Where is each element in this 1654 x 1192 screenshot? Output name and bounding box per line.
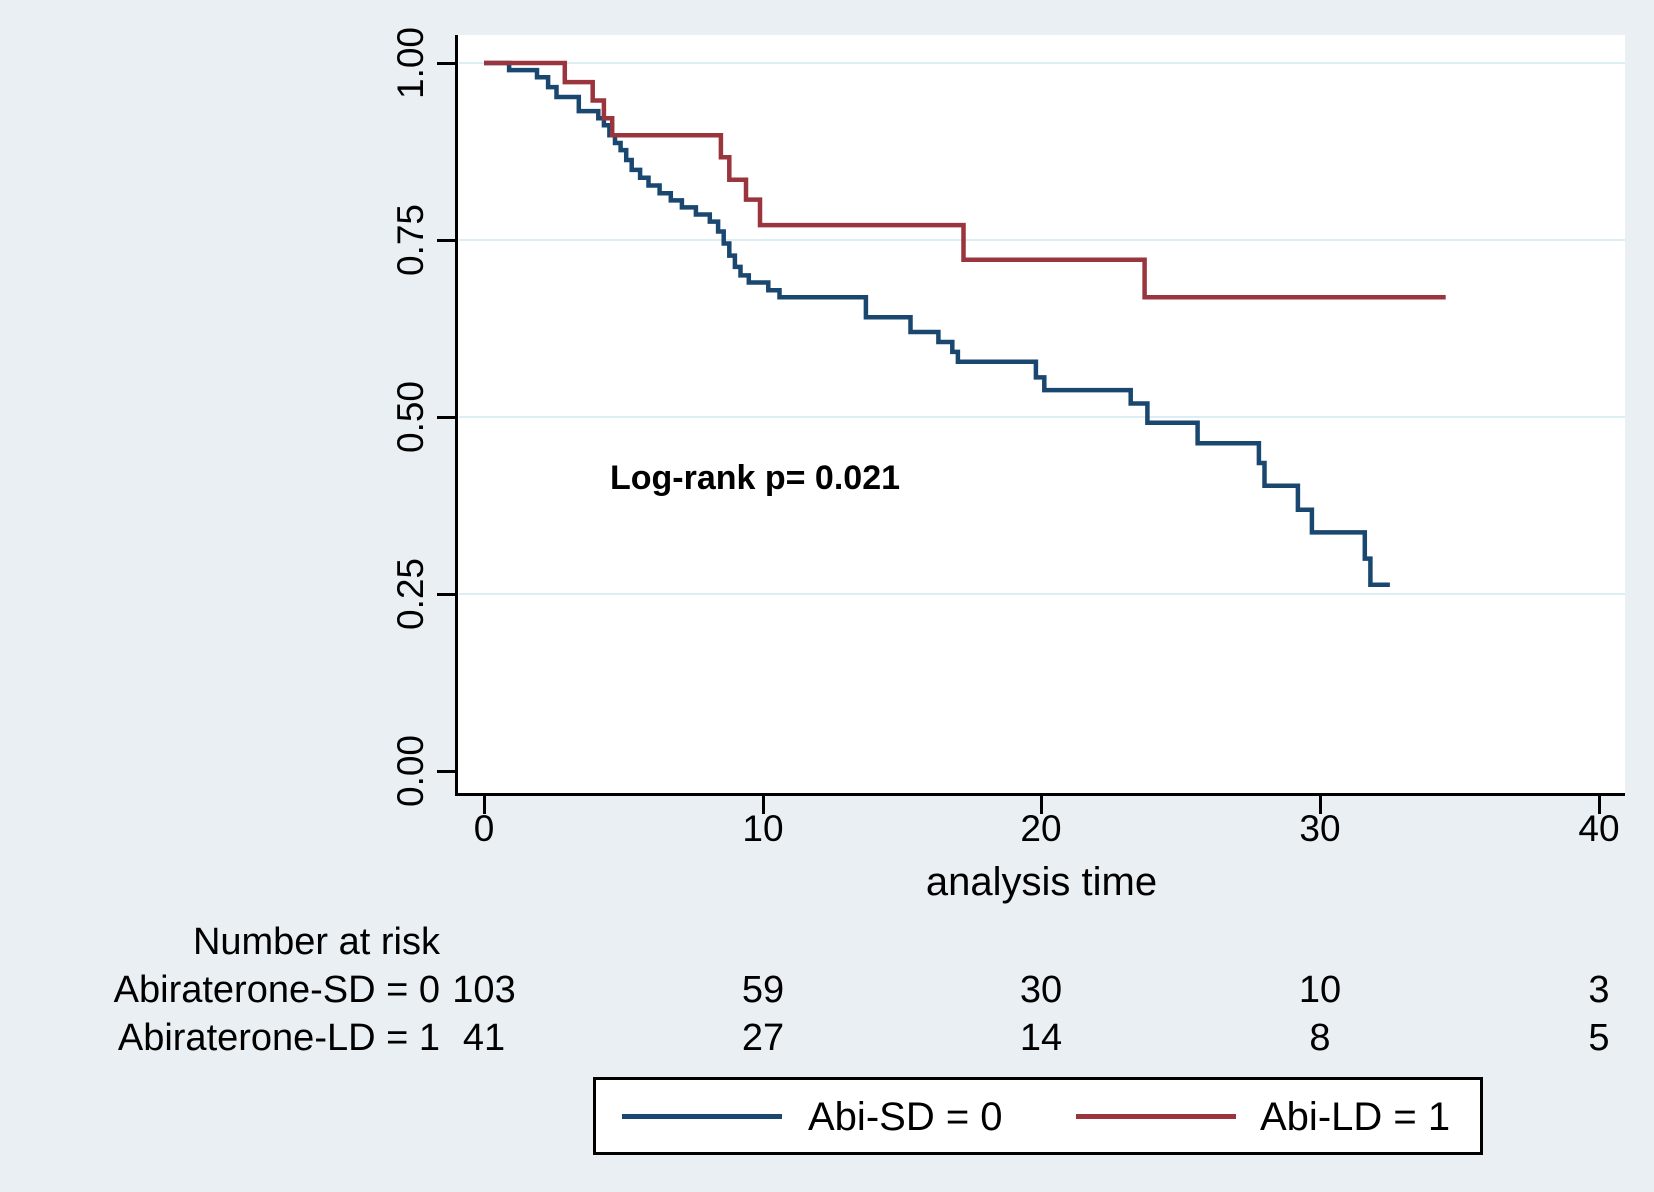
y-tick [437,415,456,419]
legend-line-abi-sd [622,1114,782,1119]
number-at-risk-heading: Number at risk [192,921,440,963]
risk-count: 30 [1019,969,1063,1011]
x-tick [1318,796,1322,814]
risk-row-label-sd: Abiraterone-SD = 0 [113,969,440,1011]
y-tick [437,238,456,242]
gridline-1.00 [459,62,1625,64]
risk-count: 5 [1588,1017,1610,1059]
risk-count: 27 [741,1017,785,1059]
x-tick-label: 40 [1578,808,1620,849]
plot-area [458,35,1625,793]
risk-count: 10 [1298,969,1342,1011]
risk-count: 59 [741,969,785,1011]
legend-line-abi-ld [1076,1114,1236,1119]
y-tick [437,592,456,596]
x-tick-label: 0 [473,808,495,849]
x-tick [1597,796,1601,814]
x-tick-label: 30 [1299,808,1341,849]
risk-row-label-ld: Abiraterone-LD = 1 [117,1017,440,1059]
x-tick-label: 10 [742,808,784,849]
risk-count: 3 [1588,969,1610,1011]
legend-label-abi-ld: Abi-LD = 1 [1260,1095,1451,1139]
gridline-0.25 [459,593,1625,595]
gridline-0.50 [459,416,1625,418]
gridline-0.75 [459,239,1625,241]
y-axis-line [455,35,458,796]
y-tick [437,61,456,65]
risk-count: 8 [1309,1017,1331,1059]
legend-label-abi-sd: Abi-SD = 0 [808,1095,1003,1139]
risk-count: 14 [1019,1017,1063,1059]
x-axis-title: analysis time [925,860,1158,904]
x-tick-label: 20 [1020,808,1062,849]
risk-count: 41 [462,1017,506,1059]
x-axis-line [455,793,1625,796]
x-tick [1039,796,1043,814]
y-tick [437,769,456,773]
x-tick [482,796,486,814]
legend: Abi-SD = 0 Abi-LD = 1 [593,1077,1483,1155]
log-rank-annotation: Log-rank p= 0.021 [609,459,901,497]
risk-count: 103 [452,969,516,1011]
x-tick [761,796,765,814]
